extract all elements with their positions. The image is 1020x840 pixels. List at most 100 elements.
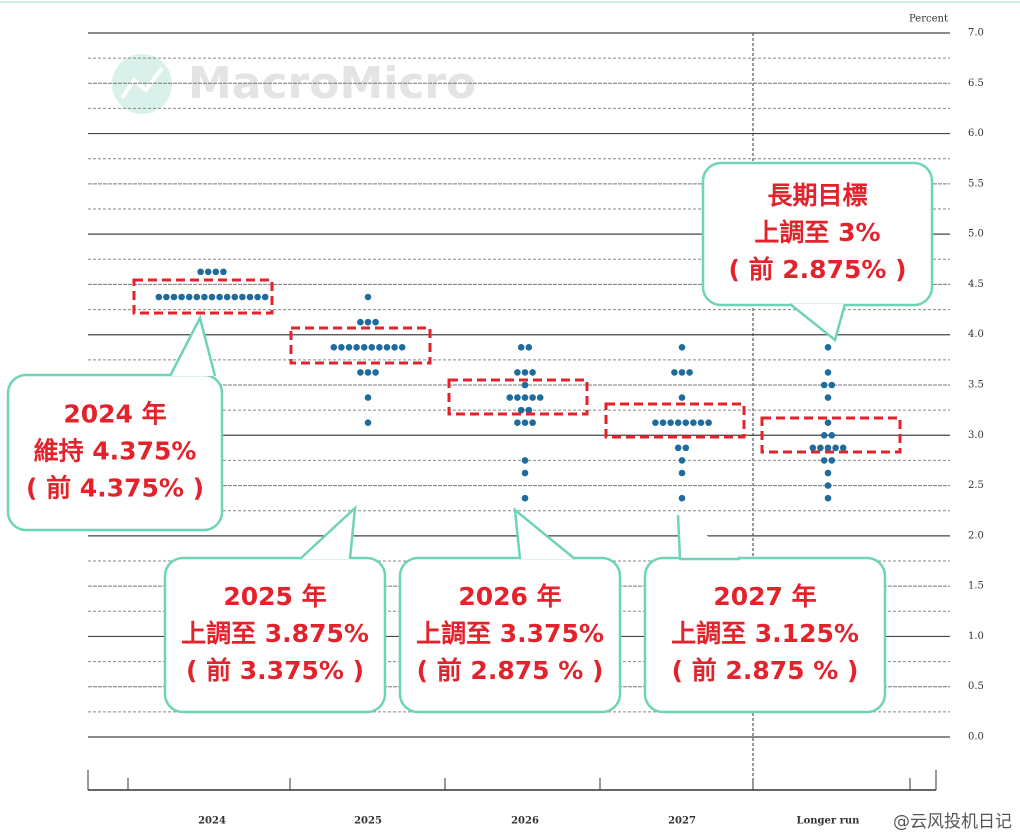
callout-text: 2026 年 [458,582,561,611]
callout-text: 2025 年 [223,582,326,611]
dot [824,369,832,376]
dot [678,394,686,401]
callout-box [163,556,387,714]
dot [212,268,220,276]
callout-box [6,373,224,532]
dot [671,369,678,376]
y-tick-label: 5.5 [968,178,984,189]
y-tick-label: 0.5 [968,681,984,692]
x-tick-label: 2026 [511,816,539,827]
dot [220,268,227,276]
dot [525,406,533,414]
dot [155,293,163,301]
median-box [447,378,589,416]
dot [678,469,686,477]
callout-tail [789,303,847,343]
dot [839,444,847,452]
dot [521,369,529,376]
callout-tail [513,507,576,560]
dot [667,419,674,427]
dot [517,343,525,351]
dot [261,293,269,301]
dot [360,343,368,351]
callout-text: ( 前 2.875 % ) [417,656,604,685]
dot [705,419,712,427]
dot [514,419,521,427]
dot [828,431,836,439]
x-tick-label: Longer run [797,816,861,827]
y-tick-label: 5.0 [968,229,984,240]
y-tick-label: 4.0 [968,329,984,340]
callout-tail-fill [678,515,740,559]
dot [514,369,521,376]
dot [376,343,383,351]
dot [674,444,682,452]
dot [678,494,686,502]
logo-mark [120,66,164,100]
dot [197,268,204,276]
dot [231,293,239,301]
dot [185,293,193,301]
dot [832,444,839,452]
median-boxes [132,278,902,454]
y-tick-label: 2.0 [968,530,984,541]
dot [824,343,832,351]
callout-tail-fill [790,304,845,340]
dot [398,343,406,351]
callout-tail [676,514,740,561]
dot [697,419,705,427]
dot [682,444,690,452]
callout-text: ( 前 4.375% ) [26,474,204,503]
callout-text: 維持 4.375% [34,437,197,466]
y-tick-label: 7.0 [968,28,984,39]
dot [678,343,686,351]
y-tick-label: 4.5 [968,279,984,290]
callout-box [398,556,622,714]
dot [828,457,836,464]
median-box [604,402,746,439]
x-tick-label: 2027 [668,816,696,827]
dot [529,394,536,401]
callout-text: ( 前 2.875 % ) [672,656,859,685]
dot [364,318,372,326]
dot [246,293,254,301]
dot [820,381,828,389]
dot [178,293,185,301]
dot [828,381,836,389]
callout-text: 上調至 3.375% [416,619,604,648]
callout-box [643,556,887,714]
dot [521,381,529,389]
callout: 2024 年維持 4.375% ( 前 4.375% ) [6,314,224,532]
dot [353,343,360,351]
dot [372,318,379,326]
dot [372,369,379,376]
callout-text: 上調至 3.875% [181,619,369,648]
dot [521,469,529,477]
dot [208,293,216,301]
median-box [289,326,432,365]
logo [112,54,172,114]
dot [824,394,832,401]
median-box [132,278,274,315]
dot [364,369,372,376]
dot [824,482,832,489]
dot [820,457,828,464]
callout-text: 2024 年 [63,400,166,429]
y-tick-label: 1.0 [968,631,984,642]
dot [201,293,208,301]
dot [170,293,178,301]
dot [193,293,201,301]
x-tick-label: 2024 [198,816,226,827]
callout-text: 2027 年 [713,582,816,611]
median-box [760,416,902,454]
y-tick-label: 3.0 [968,430,984,441]
dot [521,494,529,502]
callout-tail [299,504,357,560]
callout-text: 上調至 3.125% [671,619,859,648]
callout-text: ( 前 2.875% ) [728,255,906,284]
